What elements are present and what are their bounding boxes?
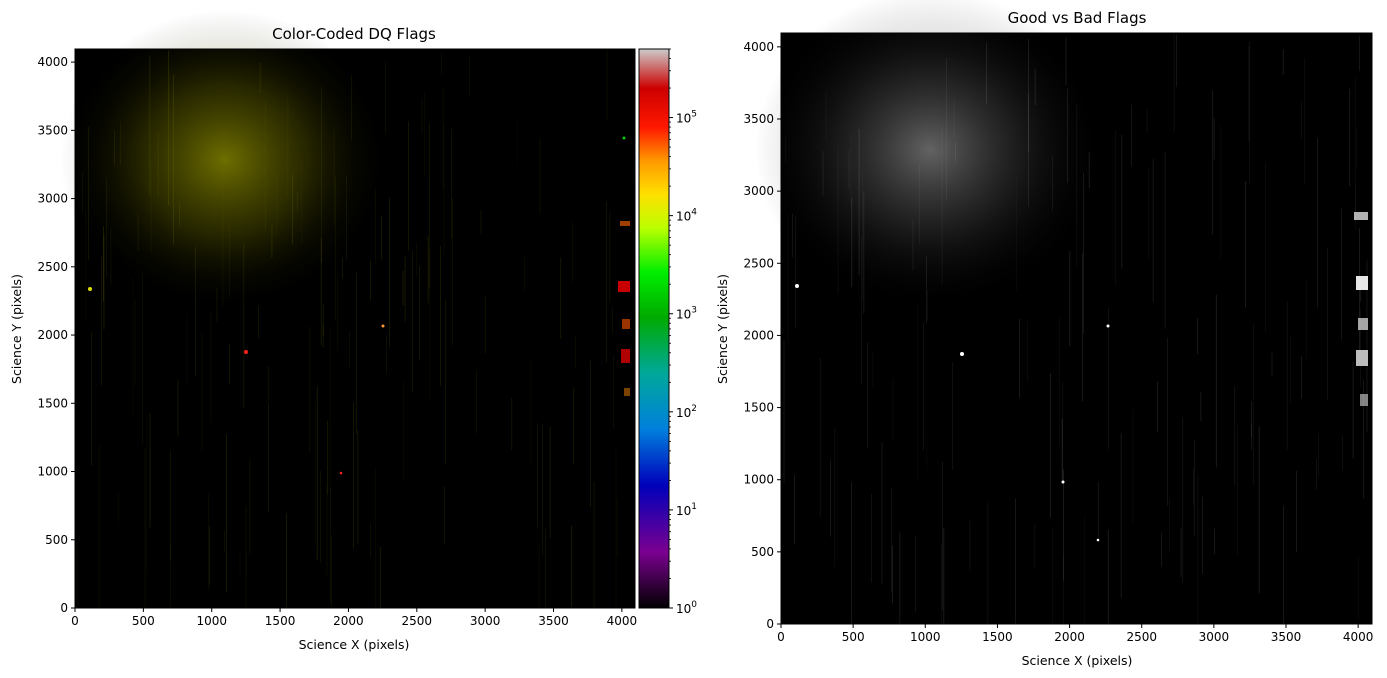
- right-x-tick-label: 0: [777, 630, 785, 644]
- right-glow: [755, 0, 1105, 310]
- left-x-axis-label: Science X (pixels): [299, 637, 410, 652]
- right-edge-hot: [1356, 350, 1368, 366]
- left-streaks: [74, 49, 618, 608]
- left-axes-frame: [74, 48, 636, 609]
- left-y-tick-label: 3500: [37, 123, 68, 137]
- colorbar-tick-base: 10: [676, 210, 691, 224]
- right-x-tick-label: 2000: [1054, 630, 1085, 644]
- left-x-tick-label: 3500: [538, 614, 569, 628]
- left-glow: [60, 10, 390, 310]
- left-image-texture: [60, 10, 630, 608]
- left-edge-hot: [621, 349, 630, 363]
- colorbar-tick-base: 10: [676, 504, 691, 518]
- colorbar-tick-base: 10: [676, 602, 691, 616]
- left-x-ticks: 0 500 1000 1500 2000 2500 3000 3500 4000: [71, 608, 637, 628]
- right-hotspot: [1061, 480, 1065, 484]
- right-y-tick-label: 1000: [743, 473, 774, 487]
- left-y-tick-label: 1500: [37, 396, 68, 410]
- right-x-tick-label: 500: [842, 630, 865, 644]
- left-edge-hot: [620, 221, 630, 226]
- right-hotspot: [1096, 538, 1100, 542]
- left-y-tick-label: 2500: [37, 260, 68, 274]
- colorbar-tick-base: 10: [676, 112, 691, 126]
- right-edge-hot: [1354, 212, 1368, 220]
- left-y-tick-label: 1000: [37, 465, 68, 479]
- colorbar-tick-label: 104: [676, 208, 697, 224]
- right-x-tick-label: 1000: [910, 630, 941, 644]
- colorbar-tick-label: 101: [676, 502, 697, 518]
- right-image-texture: [755, 0, 1368, 624]
- right-x-tick-label: 3500: [1271, 630, 1302, 644]
- right-edge-hot: [1358, 318, 1368, 330]
- right-y-tick-label: 0: [766, 617, 774, 631]
- left-x-tick-label: 2000: [333, 614, 364, 628]
- colorbar-tick-exponent: 0: [691, 600, 697, 610]
- right-y-ticks: 0 500 1000 1500 2000 2500 3000 3500 4000: [743, 40, 781, 631]
- left-y-ticks: 0 500 1000 1500 2000 2500 3000 3500 4000: [37, 55, 75, 615]
- right-streaks: [783, 34, 1368, 624]
- colorbar-tick-label: 102: [676, 404, 697, 420]
- left-hotspot: [622, 136, 626, 140]
- colorbar-tick-label: 105: [676, 110, 697, 126]
- colorbar-tick-label: 103: [676, 306, 697, 322]
- right-hotspot: [1106, 324, 1110, 328]
- left-y-tick-label: 0: [60, 601, 68, 615]
- right-panel: Good vs Bad Flags 0500100015002000250030…: [715, 0, 1373, 668]
- right-hotspot: [960, 352, 964, 356]
- colorbar-tick-exponent: 4: [691, 208, 697, 218]
- colorbar-gradient: [638, 48, 670, 609]
- right-y-tick-label: 1500: [743, 401, 774, 415]
- right-y-tick-label: 2000: [743, 328, 774, 342]
- right-axes-frame: [780, 32, 1373, 625]
- right-x-axis-label: Science X (pixels): [1022, 653, 1133, 668]
- left-x-tick-label: 4000: [607, 614, 638, 628]
- left-hotspot: [339, 471, 343, 475]
- right-x-ticks: 0 500 1000 1500 2000 2500 3000 3500 4000: [777, 624, 1373, 644]
- left-hotspot: [244, 350, 248, 354]
- right-y-tick-label: 500: [751, 545, 774, 559]
- left-y-axis-label: Science Y (pixels): [9, 274, 24, 384]
- left-x-tick-label: 2500: [402, 614, 433, 628]
- left-x-tick-label: 0: [71, 614, 79, 628]
- left-y-tick-label: 2000: [37, 328, 68, 342]
- right-x-tick-label: 4000: [1343, 630, 1374, 644]
- left-y-tick-label: 3000: [37, 192, 68, 206]
- left-panel: Color-Coded DQ Flags 0500100015002000250…: [9, 10, 637, 652]
- right-y-tick-label: 3500: [743, 112, 774, 126]
- right-hotspot: [795, 284, 799, 288]
- left-x-tick-label: 1000: [196, 614, 227, 628]
- left-hotspot: [381, 324, 385, 328]
- right-y-tick-label: 2500: [743, 256, 774, 270]
- colorbar-tick-base: 10: [676, 308, 691, 322]
- right-edge-hot: [1356, 276, 1368, 290]
- left-edge-hot: [624, 388, 630, 396]
- right-y-axis-label: Science Y (pixels): [715, 274, 730, 384]
- left-edge-hot: [618, 281, 630, 292]
- left-hotspot: [88, 287, 92, 291]
- left-x-tick-label: 1500: [265, 614, 296, 628]
- colorbar-tick-exponent: 5: [691, 110, 697, 120]
- left-x-tick-label: 3000: [470, 614, 501, 628]
- colorbar-tick-exponent: 1: [691, 502, 697, 512]
- right-edge-hot: [1360, 394, 1368, 406]
- left-x-tick-label: 500: [132, 614, 155, 628]
- left-y-tick-label: 4000: [37, 55, 68, 69]
- right-x-tick-label: 3000: [1199, 630, 1230, 644]
- colorbar-tick-base: 10: [676, 406, 691, 420]
- right-y-tick-label: 3000: [743, 184, 774, 198]
- colorbar-tick-exponent: 2: [691, 404, 697, 414]
- right-x-tick-label: 1500: [982, 630, 1013, 644]
- colorbar-tick-exponent: 3: [691, 306, 697, 316]
- colorbar-tick-label: 100: [676, 600, 697, 616]
- right-y-tick-label: 4000: [743, 40, 774, 54]
- left-edge-hot: [622, 319, 630, 329]
- left-y-tick-label: 500: [45, 533, 68, 547]
- right-x-tick-label: 2500: [1126, 630, 1157, 644]
